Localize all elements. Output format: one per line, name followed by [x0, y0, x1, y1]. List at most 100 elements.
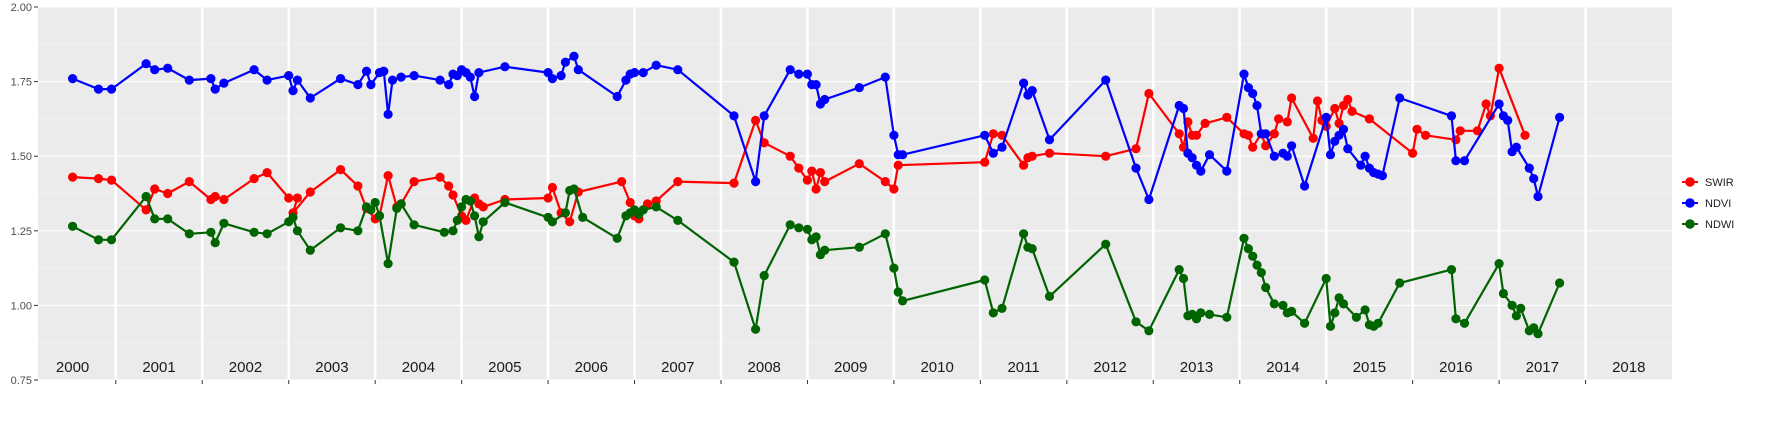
data-point-ndwi: [1239, 233, 1249, 243]
data-point-ndvi: [383, 109, 393, 119]
data-point-ndvi: [794, 69, 804, 79]
data-point-ndvi: [1131, 163, 1141, 173]
data-point-swir: [1101, 151, 1111, 161]
data-point-swir: [893, 160, 903, 170]
data-point-ndvi: [1222, 166, 1232, 176]
data-point-ndwi: [673, 215, 683, 225]
data-point-swir: [1131, 144, 1141, 154]
data-point-swir: [565, 217, 575, 227]
year-labels: 2000 2001 2002 2003 2004 2005 2006 2007 2008 2009…: [56, 359, 1646, 376]
data-point-ndwi: [1373, 318, 1383, 328]
data-point-swir: [106, 175, 117, 185]
data-point-ndwi: [184, 229, 194, 239]
data-point-swir: [751, 115, 761, 125]
data-point-swir: [988, 129, 998, 139]
data-point-swir: [1343, 94, 1353, 105]
data-point-ndwi: [612, 233, 622, 243]
data-point-ndwi: [305, 245, 315, 255]
data-point-ndvi: [474, 68, 484, 78]
data-point-ndwi: [729, 257, 739, 267]
data-point-swir: [1520, 130, 1530, 140]
data-point-swir: [383, 171, 393, 181]
data-point-swir: [1481, 99, 1491, 109]
data-point-swir: [1222, 112, 1232, 122]
data-point-ndvi: [219, 78, 229, 88]
year-label: 2011: [1007, 359, 1039, 376]
data-point-swir: [292, 193, 302, 203]
year-label: 2009: [834, 359, 867, 376]
data-point-swir: [68, 172, 78, 182]
data-point-swir: [811, 184, 821, 194]
data-point-ndvi: [1360, 151, 1370, 161]
data-point-ndvi: [1187, 153, 1197, 163]
data-point-ndvi: [500, 62, 510, 72]
y-tick-label: 1.00: [11, 300, 32, 312]
data-point-ndwi: [288, 212, 298, 222]
data-point-ndwi: [1144, 326, 1154, 336]
data-point-ndvi: [820, 94, 830, 105]
data-point-swir: [435, 172, 445, 182]
data-point-ndwi: [1351, 312, 1361, 322]
data-point-swir: [1308, 133, 1318, 143]
data-point-swir: [1019, 160, 1029, 170]
y-tick-label: 1.75: [11, 77, 32, 89]
data-point-ndwi: [210, 238, 220, 248]
data-point-ndwi: [811, 232, 821, 242]
series-line-ndvi: [72, 55, 1561, 201]
data-point-ndwi: [409, 220, 419, 230]
data-point-ndvi: [1144, 194, 1154, 205]
data-point-swir: [807, 166, 817, 176]
data-point-ndwi: [1027, 244, 1037, 254]
data-point-ndvi: [785, 65, 795, 75]
data-point-ndwi: [1019, 229, 1029, 239]
data-point-ndwi: [470, 211, 480, 221]
data-point-swir: [543, 193, 553, 203]
year-label: 2013: [1180, 359, 1213, 376]
data-point-swir: [163, 188, 173, 199]
legend-item-swir: SWIR: [1682, 177, 1734, 189]
data-point-swir: [625, 197, 635, 208]
data-point-ndwi: [1269, 299, 1279, 309]
data-point-ndvi: [980, 130, 990, 140]
data-point-ndwi: [366, 205, 376, 215]
data-point-ndwi: [751, 324, 761, 334]
data-point-ndvi: [184, 75, 194, 85]
data-point-swir: [880, 177, 890, 187]
data-point-swir: [1408, 148, 1418, 158]
data-point-ndwi: [1321, 273, 1331, 284]
data-point-swir: [617, 177, 627, 187]
data-point-ndwi: [396, 199, 406, 209]
data-point-ndvi: [638, 68, 648, 78]
data-point-ndwi: [1555, 278, 1565, 288]
data-point-ndwi: [785, 220, 795, 230]
year-label: 2014: [1266, 359, 1299, 376]
data-point-swir: [444, 181, 454, 191]
data-point-ndwi: [889, 263, 899, 273]
data-point-ndvi: [1529, 174, 1539, 184]
data-point-ndvi: [141, 59, 151, 69]
data-point-ndvi: [366, 80, 376, 90]
data-point-swir: [409, 177, 419, 187]
y-tick-label: 1.25: [11, 226, 32, 238]
data-point-swir: [1144, 88, 1154, 99]
data-point-ndvi: [1261, 129, 1271, 139]
data-point-ndwi: [383, 259, 393, 269]
data-point-ndvi: [1252, 100, 1262, 111]
data-point-ndwi: [980, 275, 990, 285]
year-label: 2005: [488, 359, 521, 376]
data-point-ndvi: [612, 91, 622, 102]
year-label: 2017: [1526, 359, 1559, 376]
data-point-swir: [1200, 118, 1210, 128]
data-point-ndvi: [288, 86, 298, 96]
data-point-ndvi: [988, 148, 998, 158]
data-point-swir: [210, 191, 220, 202]
data-point-ndwi: [1395, 278, 1405, 288]
legend-item-ndvi: NDVI: [1682, 198, 1731, 210]
data-point-ndwi: [1174, 265, 1184, 275]
data-point-ndvi: [292, 75, 302, 85]
data-point-ndvi: [1019, 78, 1029, 88]
data-point-ndwi: [1243, 244, 1253, 254]
legend-marker: [1685, 198, 1695, 208]
data-point-ndwi: [448, 226, 458, 236]
